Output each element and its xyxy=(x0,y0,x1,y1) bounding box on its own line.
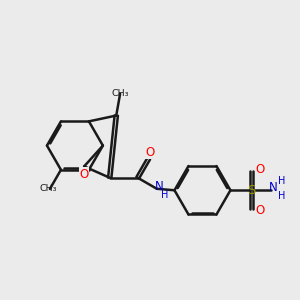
Text: CH₃: CH₃ xyxy=(111,89,129,98)
Text: CH₃: CH₃ xyxy=(40,184,57,194)
Text: H: H xyxy=(278,176,285,186)
Text: H: H xyxy=(278,190,285,201)
Text: O: O xyxy=(80,168,89,181)
Text: S: S xyxy=(248,184,256,197)
Text: O: O xyxy=(256,204,265,218)
Text: O: O xyxy=(146,146,155,159)
Text: N: N xyxy=(155,180,164,193)
Text: N: N xyxy=(269,182,278,194)
Text: O: O xyxy=(256,163,265,176)
Text: H: H xyxy=(161,190,169,200)
